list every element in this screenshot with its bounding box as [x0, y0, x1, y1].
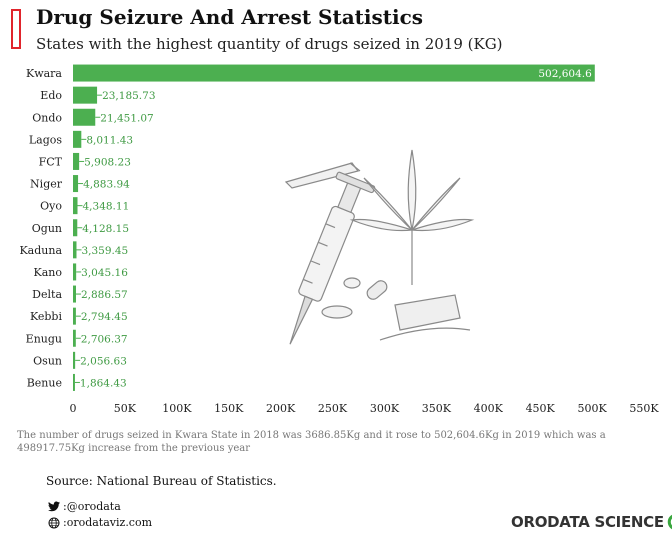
x-tick-label: 450K [526, 402, 556, 415]
bars [73, 64, 595, 391]
globe-icon [48, 517, 60, 528]
page-subtitle: States with the highest quantity of drug… [36, 35, 503, 53]
bar [73, 263, 77, 281]
pills-illustration [321, 277, 388, 319]
drug-illustration [284, 149, 475, 345]
data-label: 23,185.73 [102, 90, 155, 102]
x-axis-tick-labels: 0 50K 100K 150K 200K 250K 300K 350K 400K 450K 500K… [70, 402, 660, 415]
x-tick-label: 300K [370, 402, 400, 415]
data-label: 1,864.43 [80, 377, 127, 389]
twitter-handle[interactable]: :@orodata [48, 500, 121, 513]
x-tick-label: 0 [70, 402, 77, 415]
y-tick-label: Edo [40, 89, 62, 102]
bar [73, 307, 76, 325]
data-label: 502,604.6 [538, 68, 592, 80]
bar [73, 219, 78, 237]
y-tick-label: Kebbi [30, 310, 63, 323]
data-label: 2,056.63 [80, 355, 127, 367]
data-label: 2,706.37 [81, 333, 128, 345]
data-label: 4,883.94 [83, 179, 130, 191]
y-tick-label: Osun [33, 354, 62, 367]
brand-logo: ORODATA SCIENCE [511, 513, 672, 531]
data-label: 8,011.43 [86, 134, 133, 146]
y-tick-label: Kwara [26, 67, 62, 80]
y-tick-label: Kaduna [19, 244, 62, 257]
bar [73, 373, 75, 391]
x-tick-label: 400K [474, 402, 504, 415]
y-tick-label: Benue [27, 376, 62, 389]
x-tick-label: 150K [214, 402, 244, 415]
x-tick-label: 350K [422, 402, 452, 415]
blade-illustration [379, 294, 471, 341]
x-tick-label: 50K [114, 402, 137, 415]
y-tick-label: Oyo [40, 200, 62, 213]
y-tick-label: Ogun [32, 222, 62, 235]
y-tick-label: Ondo [32, 111, 62, 124]
x-tick-label: 550K [629, 402, 659, 415]
twitter-bird-icon [48, 501, 60, 512]
y-axis-labels: Kwara Edo Ondo Lagos FCT Niger Oyo Ogun Kaduna Ka… [19, 67, 62, 389]
bar [73, 241, 77, 259]
y-tick-label: Enugu [26, 332, 62, 345]
y-tick-label: FCT [39, 155, 63, 168]
bar-chart: Kwara Edo Ondo Lagos FCT Niger Oyo Ogun Kaduna Ka… [19, 64, 660, 415]
data-labels: 502,604.6 23,185.73 21,451.07 8,011.43 5,908… [74, 68, 592, 389]
joint-illustration [284, 162, 361, 189]
x-tick-label: 100K [162, 402, 192, 415]
logo-mark [11, 9, 21, 49]
website-link[interactable]: :orodataviz.com [48, 516, 152, 529]
x-tick-label: 500K [577, 402, 607, 415]
bar [73, 108, 96, 126]
twitter-handle-text: :@orodata [63, 500, 121, 513]
x-tick-label: 250K [318, 402, 348, 415]
data-label: 4,348.11 [83, 201, 130, 213]
data-label: 3,359.45 [81, 245, 128, 257]
x-tick-label: 200K [266, 402, 296, 415]
data-label: 2,794.45 [81, 311, 128, 323]
data-label: 4,128.15 [82, 223, 129, 235]
bar [73, 285, 76, 303]
data-label: 21,451.07 [100, 112, 153, 124]
y-tick-label: Delta [32, 288, 62, 301]
bar [73, 351, 76, 369]
bar [73, 130, 82, 148]
y-tick-label: Kano [34, 266, 63, 279]
syringe-illustration [289, 171, 376, 345]
data-label: 2,886.57 [81, 289, 128, 301]
bar [73, 64, 595, 82]
bar [73, 197, 78, 215]
bar [73, 175, 79, 193]
bar [73, 329, 76, 347]
bar [73, 86, 98, 104]
footnote: The number of drugs seized in Kwara Stat… [17, 430, 606, 454]
y-tick-label: Lagos [29, 133, 63, 146]
website-text: :orodataviz.com [63, 516, 153, 529]
leaf-illustration [349, 149, 475, 285]
data-label: 5,908.23 [84, 156, 131, 168]
y-tick-label: Niger [30, 178, 63, 191]
brand-ring-icon [667, 514, 672, 530]
page-title: Drug Seizure And Arrest Statistics [36, 5, 424, 29]
source-text: Source: National Bureau of Statistics. [46, 474, 277, 488]
bar [73, 152, 80, 170]
data-label: 3,045.16 [81, 267, 128, 279]
brand-text: ORODATA SCIENCE [511, 513, 664, 531]
